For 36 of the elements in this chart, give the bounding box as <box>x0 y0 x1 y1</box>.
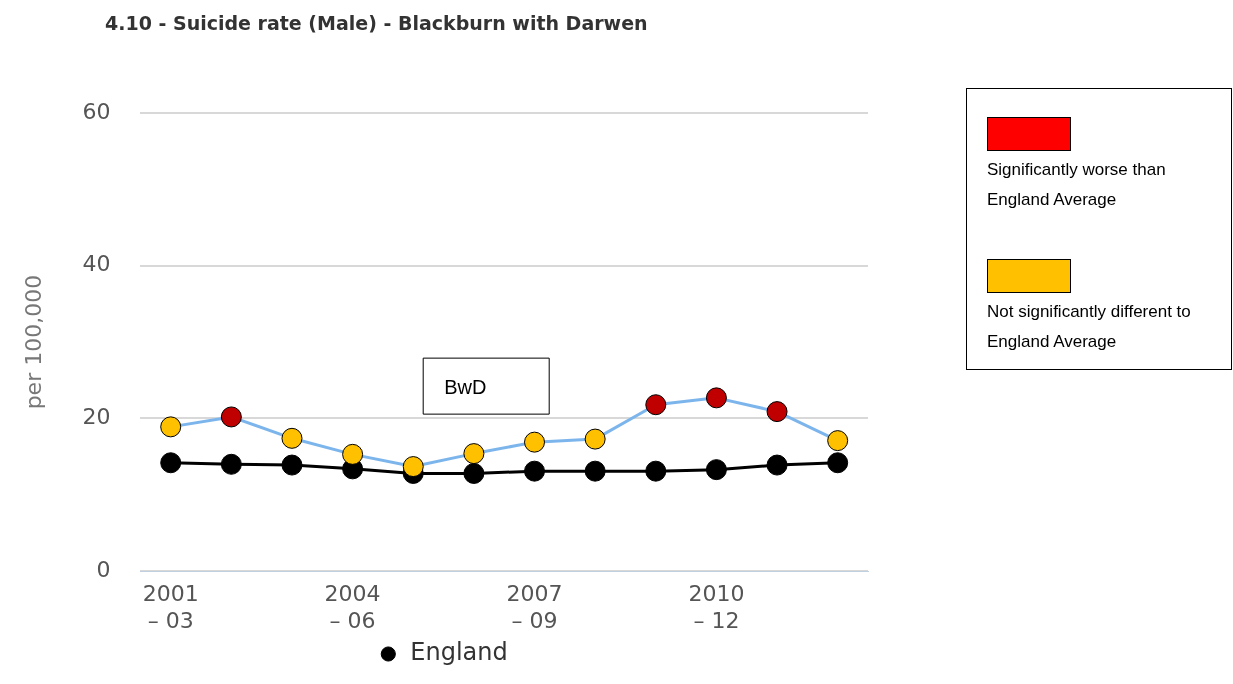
y-tick-label: 60 <box>82 98 111 124</box>
y-tick-label: 20 <box>82 404 111 430</box>
legend-label: England <box>410 638 508 667</box>
point <box>160 452 182 474</box>
point <box>645 460 667 482</box>
point <box>281 454 303 476</box>
text: Significantly worse than England Average <box>987 159 1167 211</box>
x-tick-label: 2010 – 12 <box>688 581 745 633</box>
point <box>584 428 606 450</box>
y-tick-label: 40 <box>82 251 111 277</box>
point <box>160 416 182 438</box>
point <box>705 387 727 409</box>
point <box>766 454 788 476</box>
point <box>281 427 303 449</box>
x-tick-label: 2004 – 06 <box>324 581 381 633</box>
point <box>463 462 485 484</box>
point <box>524 460 546 482</box>
point <box>342 443 364 465</box>
point <box>766 401 788 423</box>
text: BwD <box>444 375 487 398</box>
point <box>645 394 667 416</box>
point <box>220 406 242 428</box>
text: Not significantly different to England Average <box>987 301 1192 353</box>
point <box>220 453 242 475</box>
point <box>827 430 849 452</box>
point <box>402 456 424 478</box>
y-tick-label: 0 <box>96 556 111 582</box>
point <box>463 443 485 465</box>
x-tick-label: 2007 – 09 <box>506 581 563 633</box>
y-axis-title: per 100,000 <box>20 274 46 410</box>
point <box>705 459 727 481</box>
point <box>524 431 546 453</box>
chart-title: 4.10 - Suicide rate (Male) - Blackburn with Darwen <box>105 12 648 34</box>
point <box>827 452 849 474</box>
point <box>584 460 606 482</box>
x-tick-label: 2001 – 03 <box>142 581 199 633</box>
